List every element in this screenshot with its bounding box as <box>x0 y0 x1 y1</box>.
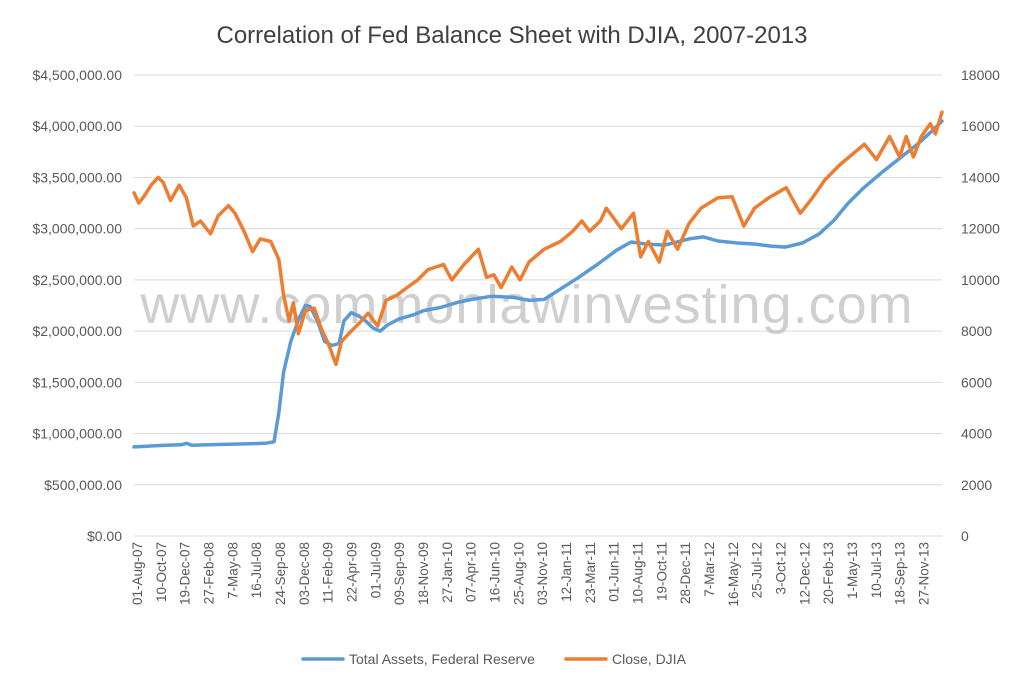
x-axis-tick-label: 09-Sep-09 <box>392 542 407 605</box>
right-axis-tick-label: 4000 <box>961 426 992 442</box>
legend: Total Assets, Federal Reserve Close, DJIA <box>301 651 687 667</box>
right-axis-tick-label: 0 <box>961 528 969 544</box>
x-axis-tick-label: 10-Aug-11 <box>631 542 646 604</box>
left-axis-tick-label: $4,500,000.00 <box>32 67 122 83</box>
right-axis-tick-label: 8000 <box>961 323 992 339</box>
x-axis-tick-label: 19-Oct-11 <box>654 542 669 601</box>
x-axis-tick-label: 7-May-08 <box>225 542 240 599</box>
gridlines <box>134 74 942 537</box>
x-axis-tick-label: 1-May-13 <box>845 542 860 599</box>
right-axis-tick-label: 2000 <box>961 477 992 493</box>
x-axis-tick-label: 27-Nov-13 <box>917 542 932 605</box>
chart-title: Correlation of Fed Balance Sheet with DJ… <box>216 22 807 49</box>
series-lines <box>132 110 944 449</box>
x-axis-tick-label: 24-Sep-08 <box>273 542 288 605</box>
x-axis-tick-label: 16-Jul-08 <box>249 542 264 598</box>
x-axis-tick-label: 16-Jun-10 <box>488 542 503 603</box>
x-axis-tick-label: 22-Apr-09 <box>345 542 360 602</box>
x-axis-tick-label: 19-Dec-07 <box>178 542 193 605</box>
x-axis-tick-label: 11-Feb-09 <box>321 542 336 603</box>
x-axis-tick-label: 01-Jul-09 <box>368 542 383 598</box>
left-axis-tick-label: $500,000.00 <box>44 477 122 493</box>
x-axis-tick-label: 01-Jun-11 <box>607 542 622 602</box>
x-axis-tick-label: 03-Nov-10 <box>535 542 550 605</box>
left-axis-ticks: $0.00 $500,000.00 $1,000,000.00 $1,500,000.… <box>32 67 122 544</box>
x-axis-tick-label: 7-Mar-12 <box>702 542 717 597</box>
x-axis-tick-label: 20-Feb-13 <box>821 542 836 604</box>
legend-label: Close, DJIA <box>612 651 687 667</box>
x-axis-tick-label: 10-Oct-07 <box>154 542 169 602</box>
x-axis-tick-label: 25-Jul-12 <box>750 542 765 598</box>
x-axis-tick-label: 27-Jan-10 <box>440 542 455 603</box>
left-axis-tick-label: $4,000,000.00 <box>32 118 122 134</box>
right-axis-tick-label: 14000 <box>961 169 1000 185</box>
x-axis-tick-label: 03-Dec-08 <box>297 542 312 605</box>
left-axis-tick-label: $0.00 <box>87 528 122 544</box>
x-axis-tick-label: 12-Jan-11 <box>559 542 574 602</box>
legend-label: Total Assets, Federal Reserve <box>349 651 535 667</box>
series-line-1 <box>132 119 944 449</box>
right-axis-tick-label: 18000 <box>961 67 1000 83</box>
x-axis-tick-label: 07-Apr-10 <box>464 542 479 602</box>
left-axis-tick-label: $2,500,000.00 <box>32 272 122 288</box>
x-axis-tick-label: 27-Feb-08 <box>202 542 217 604</box>
x-axis-tick-label: 10-Jul-13 <box>869 542 884 598</box>
x-axis-tick-label: 28-Dec-11 <box>678 542 693 604</box>
x-axis-tick-label: 16-May-12 <box>726 542 741 607</box>
x-axis-tick-label: 23-Mar-11 <box>583 542 598 603</box>
left-axis-tick-label: $1,000,000.00 <box>32 426 122 442</box>
x-axis-tick-label: 01-Aug-07 <box>130 542 145 605</box>
watermark-text: www.commonlawinvesting.com <box>139 275 913 335</box>
x-axis-tick-label: 25-Aug-10 <box>511 542 526 605</box>
left-axis-tick-label: $3,500,000.00 <box>32 169 122 185</box>
right-axis-tick-label: 10000 <box>961 272 1000 288</box>
right-axis-tick-label: 16000 <box>961 118 1000 134</box>
right-axis-ticks: 0 2000 4000 6000 8000 10000 12000 14000 16000 180… <box>961 67 1000 544</box>
series-line-2 <box>132 110 944 367</box>
right-axis-tick-label: 6000 <box>961 374 992 390</box>
right-axis-tick-label: 12000 <box>961 221 1000 237</box>
x-axis-tick-label: 12-Dec-12 <box>797 542 812 605</box>
x-axis-tick-label: 3-Oct-12 <box>774 542 789 595</box>
left-axis-tick-label: $2,000,000.00 <box>32 323 122 339</box>
x-axis-tick-label: 18-Nov-09 <box>416 542 431 605</box>
left-axis-tick-label: $1,500,000.00 <box>32 374 122 390</box>
left-axis-tick-label: $3,000,000.00 <box>32 221 122 237</box>
x-axis-ticks: 01-Aug-07 10-Oct-07 19-Dec-07 27-Feb-08 7-Ma… <box>130 542 932 607</box>
x-axis-tick-label: 18-Sep-13 <box>893 542 908 605</box>
